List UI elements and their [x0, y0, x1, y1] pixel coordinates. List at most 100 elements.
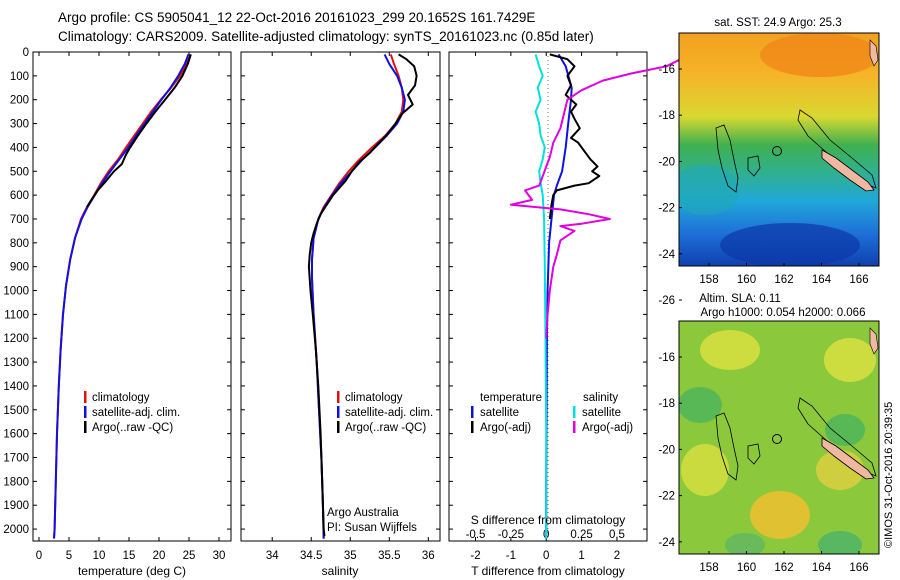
depth-tick-label: 1000	[3, 286, 29, 298]
sla-map-title-line1: Altim. SLA: 0.11	[699, 293, 781, 305]
reef-outline-west	[715, 124, 739, 193]
depth-tick-label: 1600	[3, 429, 29, 441]
legend-label-argo: Argo(..raw -QC)	[345, 422, 426, 434]
depth-tick-label: 100	[10, 71, 29, 83]
map-x-tick-label: 162	[774, 562, 793, 574]
reef-outline-west	[715, 412, 739, 481]
map-y-tick-label: -16	[658, 352, 675, 364]
sst-map-title: sat. SST: 24.9 Argo: 25.3	[714, 17, 841, 29]
map-y-tick-label: -18	[658, 110, 675, 122]
sst-warm-patch	[760, 33, 879, 77]
legend-swatch-climatology	[337, 391, 340, 403]
sla-blob-green	[679, 387, 722, 423]
depth-tick-label: 1400	[3, 381, 29, 393]
annotation-pi: PI: Susan Wijffels	[327, 522, 417, 534]
legend-swatch-argo	[337, 421, 340, 433]
sla-blob-green	[825, 414, 865, 446]
temperature-axis-label: temperature (deg C)	[78, 564, 186, 578]
difference-profiles	[509, 53, 696, 539]
series-line-temperature-argo-adj-	[548, 53, 601, 220]
x-tick-label: 1	[578, 550, 584, 562]
temperature-axes-frame	[32, 51, 232, 542]
salinity-axis-label: salinity	[322, 564, 359, 578]
new-caledonia-island	[821, 437, 875, 480]
series-line-argo-raw-qc-	[307, 53, 418, 537]
map-x-tick-label: 162	[774, 274, 793, 286]
sst-cool-patch	[720, 223, 860, 266]
depth-tick-label: 600	[10, 190, 29, 202]
x-tick-label: 34.5	[300, 550, 322, 562]
figure-title-line2: Climatology: CARS2009. Satellite-adjuste…	[58, 29, 594, 44]
legend-label-argo: Argo(..raw -QC)	[92, 422, 173, 434]
map-y-tick-label: -18	[658, 398, 675, 410]
sla-blob-green	[818, 531, 862, 554]
t-difference-axis-label: T difference from climatology	[471, 564, 625, 578]
x-tick-label: 2	[614, 550, 620, 562]
legend-swatch-temp-satellite	[471, 406, 474, 418]
temperature-panel: 0100200300400500600700800900100011001200…	[3, 47, 647, 578]
vanuatu-coast	[869, 327, 879, 355]
sla-blob	[750, 491, 810, 539]
series-line-salinity-argo-adj-	[509, 53, 696, 339]
sla-map-frame	[678, 320, 880, 555]
legend-label-satellite: satellite-adj. clim.	[92, 407, 180, 419]
x-tick-label: 35	[344, 550, 357, 562]
coastline-outline	[715, 327, 879, 481]
legend-label-temp-satellite: satellite	[480, 407, 519, 419]
x-tick-label: 5	[66, 550, 72, 562]
map-x-tick-label: 160	[737, 274, 756, 286]
depth-tick-label: 1900	[3, 500, 29, 512]
legend-label-climatology: climatology	[345, 392, 403, 404]
sst-mid-patch	[679, 165, 740, 215]
salinity-profiles	[307, 53, 418, 539]
depth-tick-label: 500	[10, 166, 29, 178]
map-y-tick-label: -22	[658, 203, 675, 215]
series-line-argo-raw-qc-	[86, 54, 192, 208]
legend-label-temp-argo: Argo(-adj)	[480, 422, 531, 434]
x-tick-label: -1	[506, 550, 516, 562]
sst-map-frame	[678, 32, 880, 267]
map-y-tick-label: -24	[658, 537, 675, 549]
depth-tick-label: 800	[10, 238, 29, 250]
salinity-panel: 34 34.5 35 35.5 36 salinity climatology sate…	[240, 51, 441, 578]
legend-swatch-climatology	[84, 391, 87, 403]
coastline-outline	[715, 39, 879, 193]
x-tick-label: 36	[422, 550, 435, 562]
new-caledonia-island	[821, 149, 875, 192]
map-x-tick-label: 158	[699, 562, 718, 574]
depth-tick-label: 1700	[3, 453, 29, 465]
depth-tick-label: 0	[23, 47, 29, 59]
sla-map-title-line2: Argo h1000: 0.054 h2000: 0.066	[701, 307, 866, 319]
figure-title-line1: Argo profile: CS 5905041_12 22-Oct-2016 …	[58, 10, 536, 25]
legend-swatch-satellite	[84, 406, 87, 418]
depth-tick-label: 900	[10, 262, 29, 274]
sst-map: sat. SST: 24.9 Argo: 25.3 158 160 162 164 16…	[658, 17, 880, 307]
annotation-argo-australia: Argo Australia	[327, 507, 399, 519]
series-line-satellite-adj-clim-	[311, 53, 406, 539]
sst-map-axes: 158 160 162 164 166 -16 -18 -20 -22 -24 -26	[658, 64, 868, 307]
legend-swatch-argo	[84, 421, 87, 433]
sla-blob	[681, 444, 729, 496]
x-tick-label: 35.5	[378, 550, 400, 562]
series-line-salinity-satellite	[534, 54, 548, 539]
sla-blob	[700, 330, 760, 370]
s-tick-label: 0.5	[609, 529, 625, 541]
depth-tick-label: 400	[10, 142, 29, 154]
legend-label-satellite: satellite-adj. clim.	[345, 407, 433, 419]
x-tick-label: 34	[266, 550, 279, 562]
reef-outline-central	[747, 443, 761, 465]
salinity-x-axis: 34 34.5 35 35.5 36	[266, 52, 435, 562]
depth-tick-label: 2000	[3, 524, 29, 536]
temperature-legend: climatology satellite-adj. clim. Argo(..…	[84, 391, 180, 434]
t-difference-x-axis: -2 -1 0 1 2	[470, 52, 620, 562]
temperature-profiles	[53, 53, 192, 539]
s-tick-label: -0.5	[466, 529, 486, 541]
difference-legend-temperature: temperature satellite Argo(-adj)	[471, 392, 542, 434]
map-y-tick-label: -26	[658, 295, 675, 307]
legend-label-climatology: climatology	[92, 392, 150, 404]
salinity-legend: climatology satellite-adj. clim. Argo(..…	[337, 391, 433, 434]
legend-label-sal-satellite: satellite	[582, 407, 621, 419]
map-x-tick-label: 164	[812, 274, 832, 286]
